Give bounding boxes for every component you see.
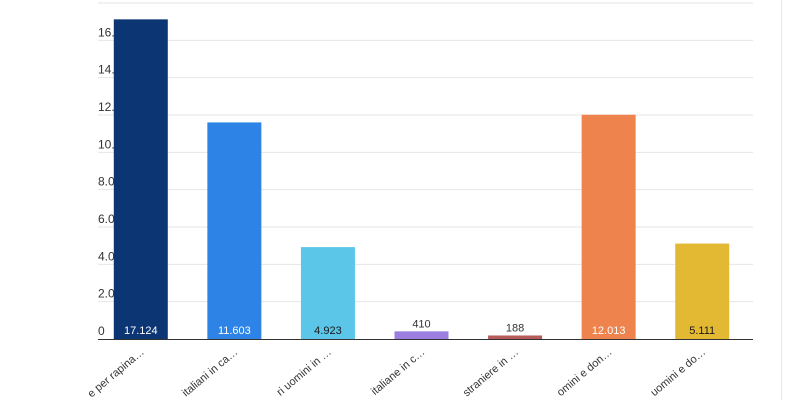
data-label: 17.124: [124, 325, 158, 337]
bars-layer: [113, 19, 730, 340]
x-tick-label: italiane in c…: [369, 346, 427, 398]
data-label: 188: [506, 322, 524, 334]
bar[interactable]: [488, 335, 543, 339]
data-label: 5.111: [689, 325, 715, 337]
x-tick-label: ri uomini in …: [275, 346, 334, 398]
panel-divider: [781, 0, 782, 400]
bar[interactable]: [113, 19, 168, 340]
bar[interactable]: [675, 243, 730, 339]
data-label: 12.013: [592, 325, 626, 337]
data-label: 11.603: [218, 325, 251, 337]
bar[interactable]: [394, 331, 449, 339]
x-tick-label: e per rapina…: [86, 346, 147, 400]
data-label: 4.923: [314, 325, 342, 337]
bar[interactable]: [300, 247, 355, 339]
y-tick-label: 0: [98, 324, 105, 338]
x-tick-label: italiani in ca…: [180, 346, 240, 399]
x-tick-label: omini e don…: [555, 346, 615, 399]
bar[interactable]: [581, 114, 636, 340]
labels-layer: 17.124 e per rapina… 11.603 italiani in ca……: [86, 318, 716, 400]
x-tick-label: straniere in …: [461, 346, 521, 399]
grid-layer: 02.0004.0006.0008.00010.00012.00014.0001…: [98, 0, 753, 340]
x-tick-label: uomini e do…: [648, 346, 708, 399]
data-label: 410: [412, 318, 430, 330]
bar[interactable]: [207, 122, 262, 339]
y-tick-label: 18.000: [98, 0, 135, 2]
